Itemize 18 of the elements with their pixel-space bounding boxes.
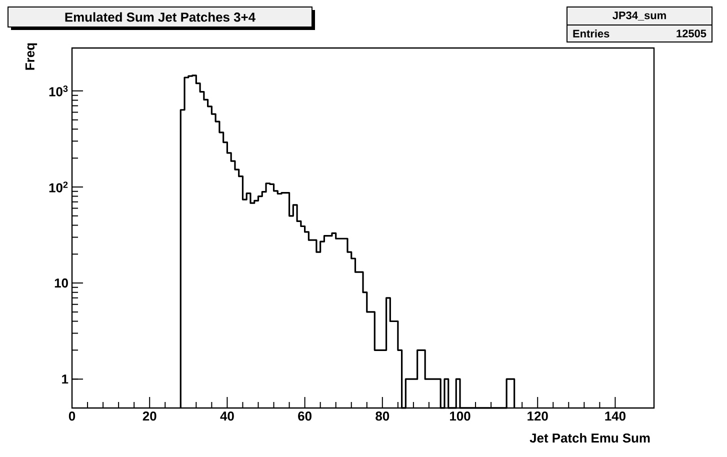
text: JP34_sum [612, 12, 666, 20]
x-tick-label: 60 [298, 412, 312, 421]
x-tick-label: 100 [450, 412, 470, 421]
chart-title: Emulated Sum Jet Patches 3+4 [65, 12, 256, 22]
y-tick-label: 10$^{3}$ [49, 86, 68, 96]
text: Entries [573, 29, 610, 38]
y-axis-title: Freq [25, 43, 38, 70]
y-tick-label: 10$^{2}$ [49, 182, 68, 192]
x-tick-label: 20 [142, 412, 156, 421]
x-tick-label: 40 [220, 412, 234, 421]
y-tick-label: 10 [54, 278, 68, 288]
x-tick-label: 80 [376, 412, 390, 421]
x-axis-title: Jet Patch Emu Sum [530, 433, 650, 443]
x-tick-label: 120 [528, 412, 548, 421]
text: 12505 [676, 30, 706, 38]
y-tick-label: 1 [62, 374, 68, 384]
x-tick-label: 0 [68, 412, 76, 421]
x-tick-label: 140 [605, 412, 626, 421]
